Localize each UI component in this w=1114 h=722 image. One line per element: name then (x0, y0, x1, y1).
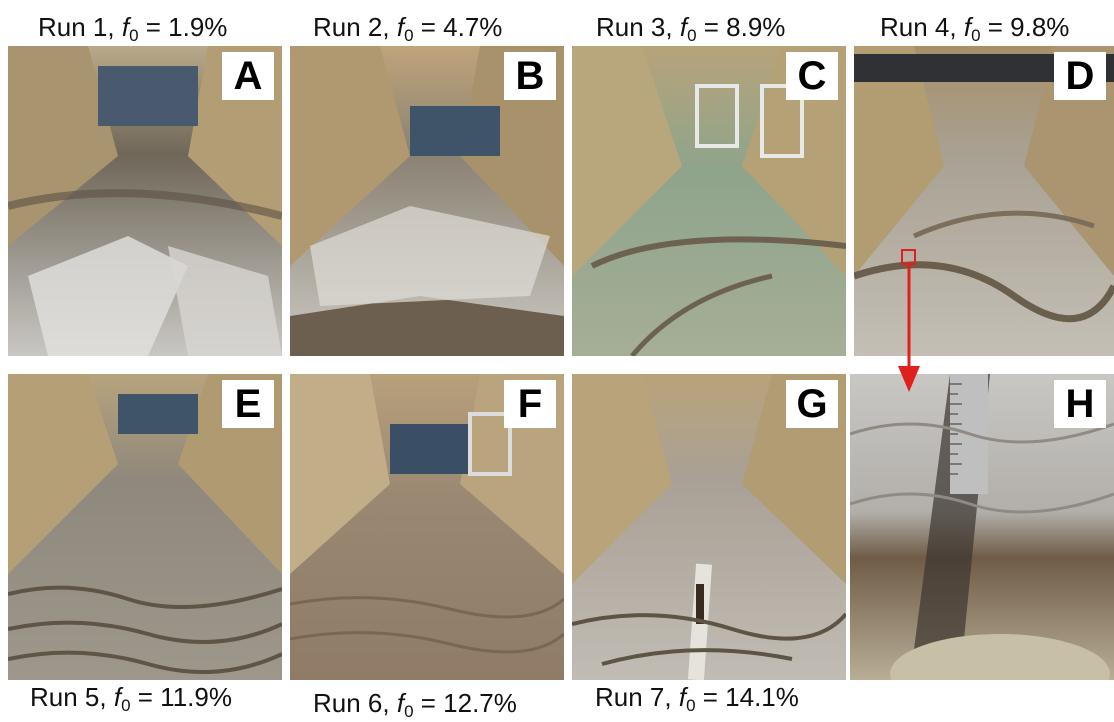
panel-letter-b: B (504, 52, 556, 100)
panel-letter-g: G (786, 380, 838, 428)
panel-letter-h: H (1054, 380, 1106, 428)
photo-panel-e: E (8, 374, 282, 680)
caption-run-7: Run 7, f0 = 14.1% (595, 682, 799, 715)
caption-run-3: Run 3, f0 = 8.9% (596, 12, 786, 45)
flume-photo-b (290, 46, 564, 356)
caption-run-6: Run 6, f0 = 12.7% (313, 688, 517, 721)
photo-panel-h: H (850, 374, 1114, 680)
caption-run-1: Run 1, f0 = 1.9% (38, 12, 228, 45)
panel-letter-e: E (222, 380, 274, 428)
panel-letter-f: F (504, 380, 556, 428)
photo-panel-g: G (572, 374, 846, 680)
photo-panel-b: B (290, 46, 564, 356)
caption-run-2: Run 2, f0 = 4.7% (313, 12, 503, 45)
photo-panel-f: F (290, 374, 564, 680)
caption-run-5: Run 5, f0 = 11.9% (30, 682, 232, 715)
panel-letter-a: A (222, 52, 274, 100)
panel-letter-d: D (1054, 52, 1106, 100)
caption-run-4: Run 4, f0 = 9.8% (880, 12, 1070, 45)
photo-panel-c: C (572, 46, 846, 356)
photo-panel-a: A (8, 46, 282, 356)
panel-letter-c: C (786, 52, 838, 100)
photo-panel-d: D (854, 46, 1114, 356)
zoom-arrow-icon (898, 262, 920, 392)
